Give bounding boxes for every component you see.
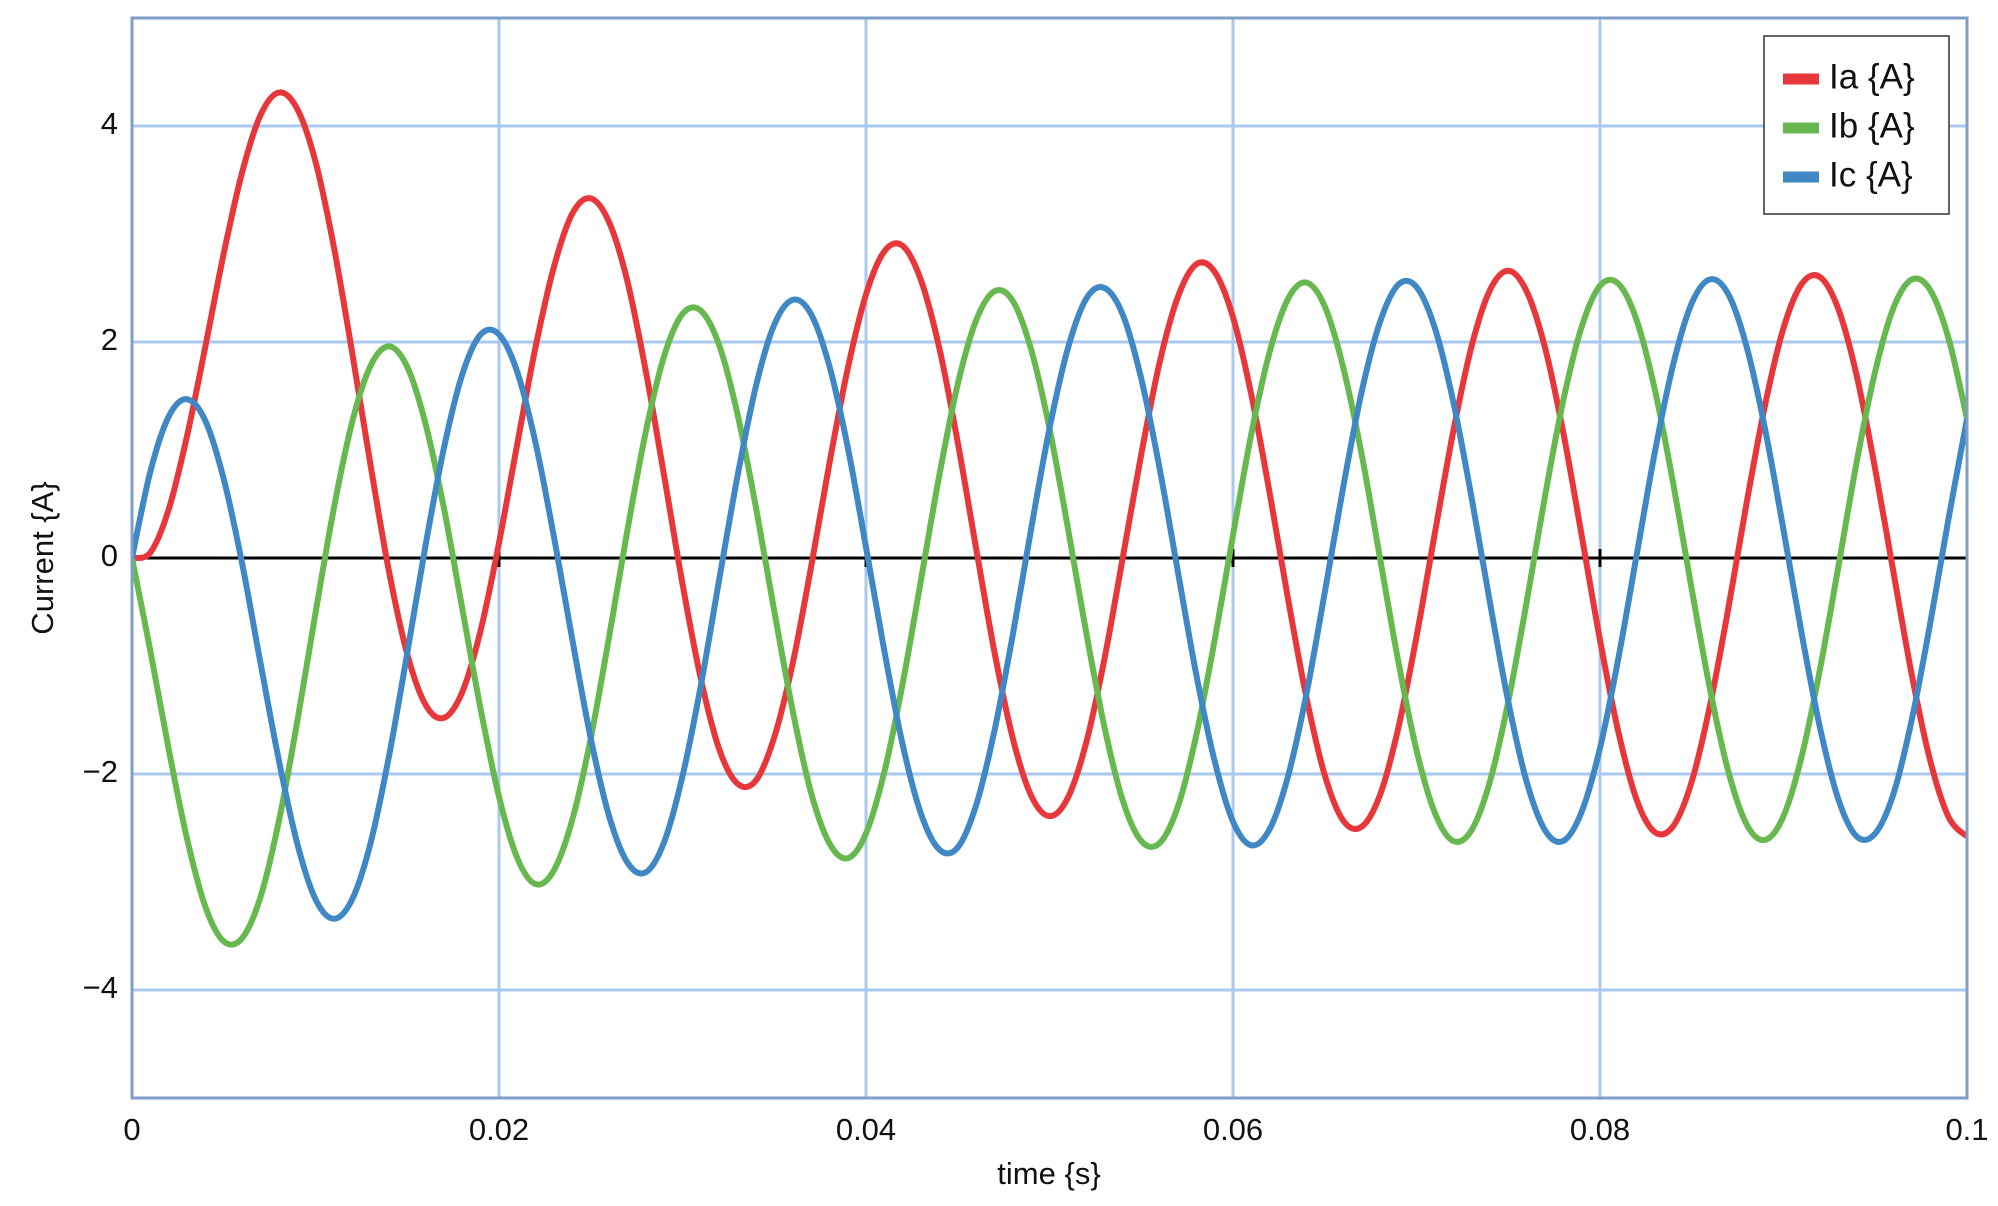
x-tick-label: 0.06	[1203, 1112, 1263, 1147]
series-line	[132, 89, 1967, 839]
y-tick-label: −4	[83, 970, 118, 1005]
plot-area	[132, 89, 1967, 948]
series-line	[132, 276, 1967, 922]
x-tick-label: 0.02	[469, 1112, 529, 1147]
y-tick-label: −2	[83, 754, 118, 789]
x-tick-label: 0.08	[1570, 1112, 1630, 1147]
y-axis-label: Current {A}	[25, 481, 60, 634]
y-tick-label: 4	[101, 106, 118, 141]
y-tick-label: 2	[101, 322, 118, 357]
x-axis-label: time {s}	[997, 1156, 1100, 1191]
legend-label: Ic {A}	[1829, 155, 1913, 194]
x-tick-label: 0.04	[836, 1112, 896, 1147]
series-line	[132, 275, 1967, 948]
plot-frame	[130, 16, 1969, 1100]
x-tick-label: 0.1	[1945, 1112, 1988, 1147]
x-tick-label: 0	[123, 1112, 140, 1147]
y-tick-label: 0	[101, 538, 118, 573]
legend-label: Ib {A}	[1829, 106, 1915, 145]
legend-label: Ia {A}	[1829, 57, 1915, 96]
